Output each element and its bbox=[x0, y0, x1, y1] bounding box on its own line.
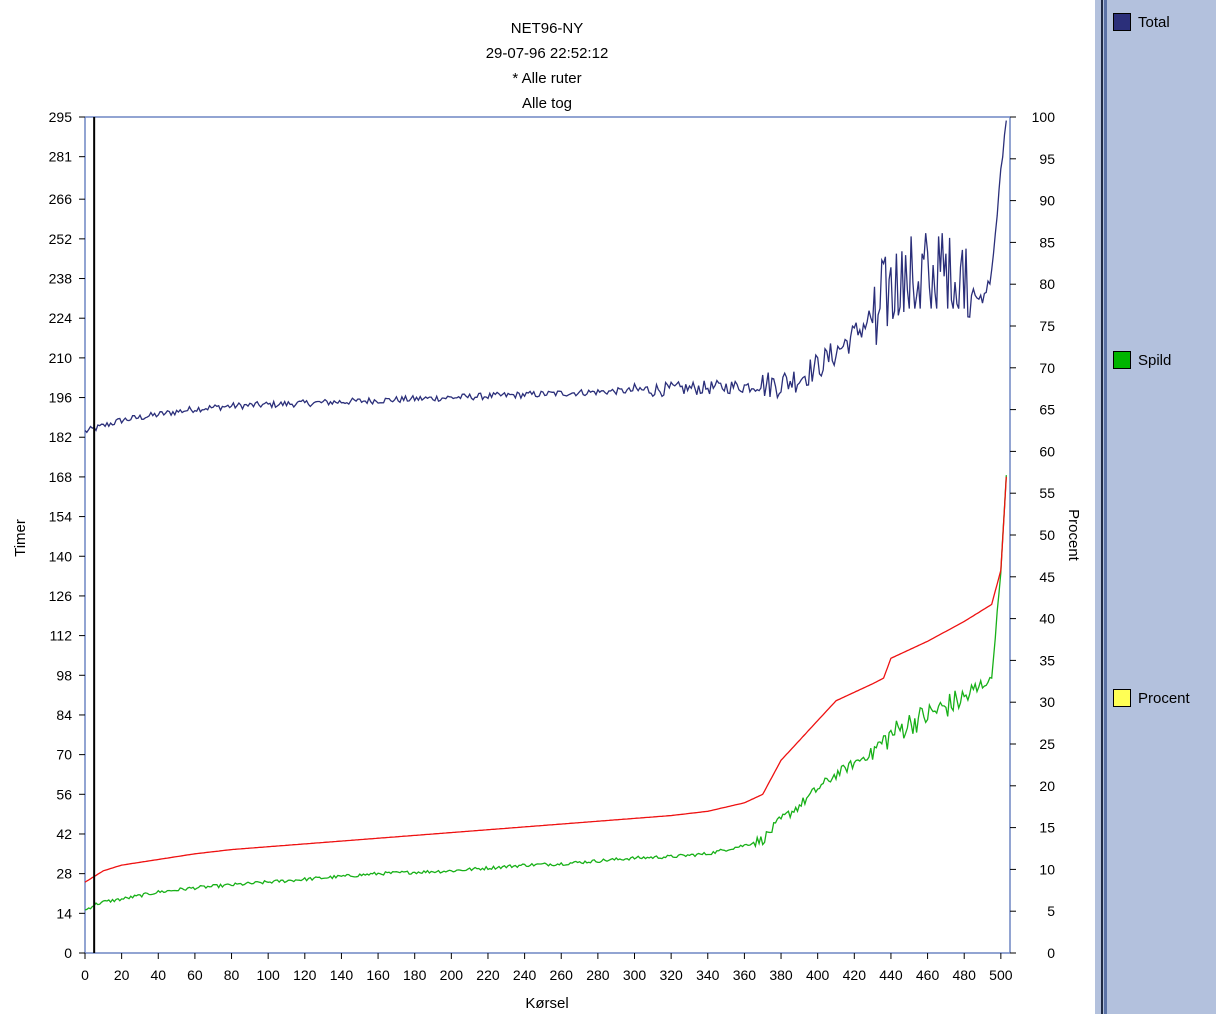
y2-tick-label: 60 bbox=[1039, 443, 1055, 459]
x-tick-label: 100 bbox=[256, 967, 280, 983]
y-tick-label: 0 bbox=[64, 945, 72, 961]
y-tick-label: 154 bbox=[49, 509, 73, 525]
y2-tick-label: 75 bbox=[1039, 318, 1055, 334]
x-axis-ticks: 0 20 40 60 80 100 120 140 160 180 200 220 240 260 280 3… bbox=[81, 953, 1013, 983]
y-tick-label: 224 bbox=[49, 310, 73, 326]
y-tick-label: 196 bbox=[49, 390, 73, 406]
y2-tick-label: 100 bbox=[1032, 109, 1056, 125]
y2-tick-label: 70 bbox=[1039, 360, 1055, 376]
x-tick-label: 80 bbox=[224, 967, 240, 983]
series-line-spild bbox=[84, 475, 1007, 911]
y2-axis-ticks: 0 5 10 15 20 25 30 35 40 45 50 55 60 65 70 75 80 85 90 95 10… bbox=[1010, 109, 1055, 961]
legend-swatch-procent bbox=[1113, 689, 1131, 707]
chart-svg: NET96-NY 29-07-96 22:52:12 * Alle ruter All… bbox=[12, 20, 1082, 1012]
y2-tick-label: 15 bbox=[1039, 820, 1055, 836]
x-tick-label: 160 bbox=[366, 967, 390, 983]
y2-tick-label: 40 bbox=[1039, 611, 1055, 627]
y2-tick-label: 25 bbox=[1039, 736, 1055, 752]
y2-axis-label: Procent bbox=[1065, 509, 1082, 562]
x-tick-label: 460 bbox=[916, 967, 940, 983]
x-tick-label: 280 bbox=[586, 967, 610, 983]
legend-swatch-total bbox=[1113, 13, 1131, 31]
x-tick-label: 480 bbox=[953, 967, 977, 983]
x-tick-label: 300 bbox=[623, 967, 647, 983]
legend-item-procent[interactable]: Procent bbox=[1113, 687, 1190, 709]
title-line: NET96-NY bbox=[511, 20, 584, 37]
y-tick-label: 210 bbox=[49, 350, 73, 366]
y2-tick-label: 30 bbox=[1039, 694, 1055, 710]
title-line: 29-07-96 22:52:12 bbox=[486, 45, 609, 62]
x-tick-label: 140 bbox=[330, 967, 354, 983]
x-tick-label: 200 bbox=[440, 967, 464, 983]
legend-panel: Total Spild Procent bbox=[1095, 0, 1216, 1014]
x-tick-label: 320 bbox=[659, 967, 683, 983]
legend-swatch-spild bbox=[1113, 351, 1131, 369]
y-tick-label: 252 bbox=[49, 231, 73, 247]
x-tick-label: 20 bbox=[114, 967, 130, 983]
legend-border bbox=[1101, 0, 1103, 1014]
y2-tick-label: 5 bbox=[1047, 903, 1055, 919]
y2-tick-label: 65 bbox=[1039, 402, 1055, 418]
y-tick-label: 56 bbox=[56, 786, 72, 802]
plot-series bbox=[84, 117, 1007, 953]
y2-tick-label: 85 bbox=[1039, 234, 1055, 250]
x-tick-label: 240 bbox=[513, 967, 537, 983]
series-line-procent bbox=[84, 476, 1007, 883]
x-tick-label: 60 bbox=[187, 967, 203, 983]
y-axis-ticks: 0 14 28 42 56 70 84 98 112 126 140 154 168 182 196 210 2… bbox=[49, 109, 85, 961]
x-tick-label: 40 bbox=[150, 967, 166, 983]
y-tick-label: 70 bbox=[56, 747, 72, 763]
legend-item-total[interactable]: Total bbox=[1113, 11, 1170, 33]
x-tick-label: 0 bbox=[81, 967, 89, 983]
y-tick-label: 140 bbox=[49, 548, 73, 564]
x-tick-label: 400 bbox=[806, 967, 830, 983]
x-axis-label: Kørsel bbox=[525, 995, 568, 1012]
x-tick-label: 360 bbox=[733, 967, 757, 983]
x-tick-label: 340 bbox=[696, 967, 720, 983]
legend-label-procent: Procent bbox=[1138, 689, 1190, 707]
x-tick-label: 180 bbox=[403, 967, 427, 983]
y2-tick-label: 95 bbox=[1039, 151, 1055, 167]
y-tick-label: 126 bbox=[49, 588, 73, 604]
y-tick-label: 14 bbox=[56, 905, 72, 921]
y-tick-label: 295 bbox=[49, 109, 73, 125]
y2-tick-label: 35 bbox=[1039, 652, 1055, 668]
x-tick-label: 380 bbox=[769, 967, 793, 983]
title-line: * Alle ruter bbox=[512, 70, 581, 87]
y-tick-label: 168 bbox=[49, 469, 73, 485]
y2-tick-label: 0 bbox=[1047, 945, 1055, 961]
x-tick-label: 260 bbox=[550, 967, 574, 983]
y2-tick-label: 80 bbox=[1039, 276, 1055, 292]
legend-item-spild[interactable]: Spild bbox=[1113, 349, 1171, 371]
plot-frame bbox=[84, 116, 1011, 954]
chart-area: NET96-NY 29-07-96 22:52:12 * Alle ruter All… bbox=[12, 20, 1082, 1012]
chart-title: NET96-NY 29-07-96 22:52:12 * Alle ruter All… bbox=[486, 20, 609, 112]
x-tick-label: 420 bbox=[843, 967, 867, 983]
x-tick-label: 440 bbox=[879, 967, 903, 983]
y-tick-label: 84 bbox=[56, 707, 72, 723]
x-tick-label: 120 bbox=[293, 967, 317, 983]
y2-tick-label: 90 bbox=[1039, 193, 1055, 209]
y-tick-label: 266 bbox=[49, 191, 73, 207]
y2-tick-label: 50 bbox=[1039, 527, 1055, 543]
title-line: Alle tog bbox=[522, 95, 572, 112]
y2-tick-label: 10 bbox=[1039, 861, 1055, 877]
y-tick-label: 238 bbox=[49, 271, 73, 287]
x-tick-label: 500 bbox=[989, 967, 1013, 983]
y-tick-label: 28 bbox=[56, 866, 72, 882]
legend-label-total: Total bbox=[1138, 13, 1170, 31]
y-tick-label: 281 bbox=[49, 149, 73, 165]
y-tick-label: 98 bbox=[56, 667, 72, 683]
y2-tick-label: 20 bbox=[1039, 778, 1055, 794]
y-tick-label: 182 bbox=[49, 429, 73, 445]
x-tick-label: 220 bbox=[476, 967, 500, 983]
y2-tick-label: 55 bbox=[1039, 485, 1055, 501]
legend-label-spild: Spild bbox=[1138, 351, 1172, 369]
y2-tick-label: 45 bbox=[1039, 569, 1055, 585]
legend-border-inner bbox=[1104, 0, 1107, 1014]
y-tick-label: 42 bbox=[56, 826, 72, 842]
series-line-total bbox=[84, 120, 1007, 434]
y-tick-label: 112 bbox=[50, 628, 73, 644]
y-axis-label: Timer bbox=[12, 519, 29, 557]
